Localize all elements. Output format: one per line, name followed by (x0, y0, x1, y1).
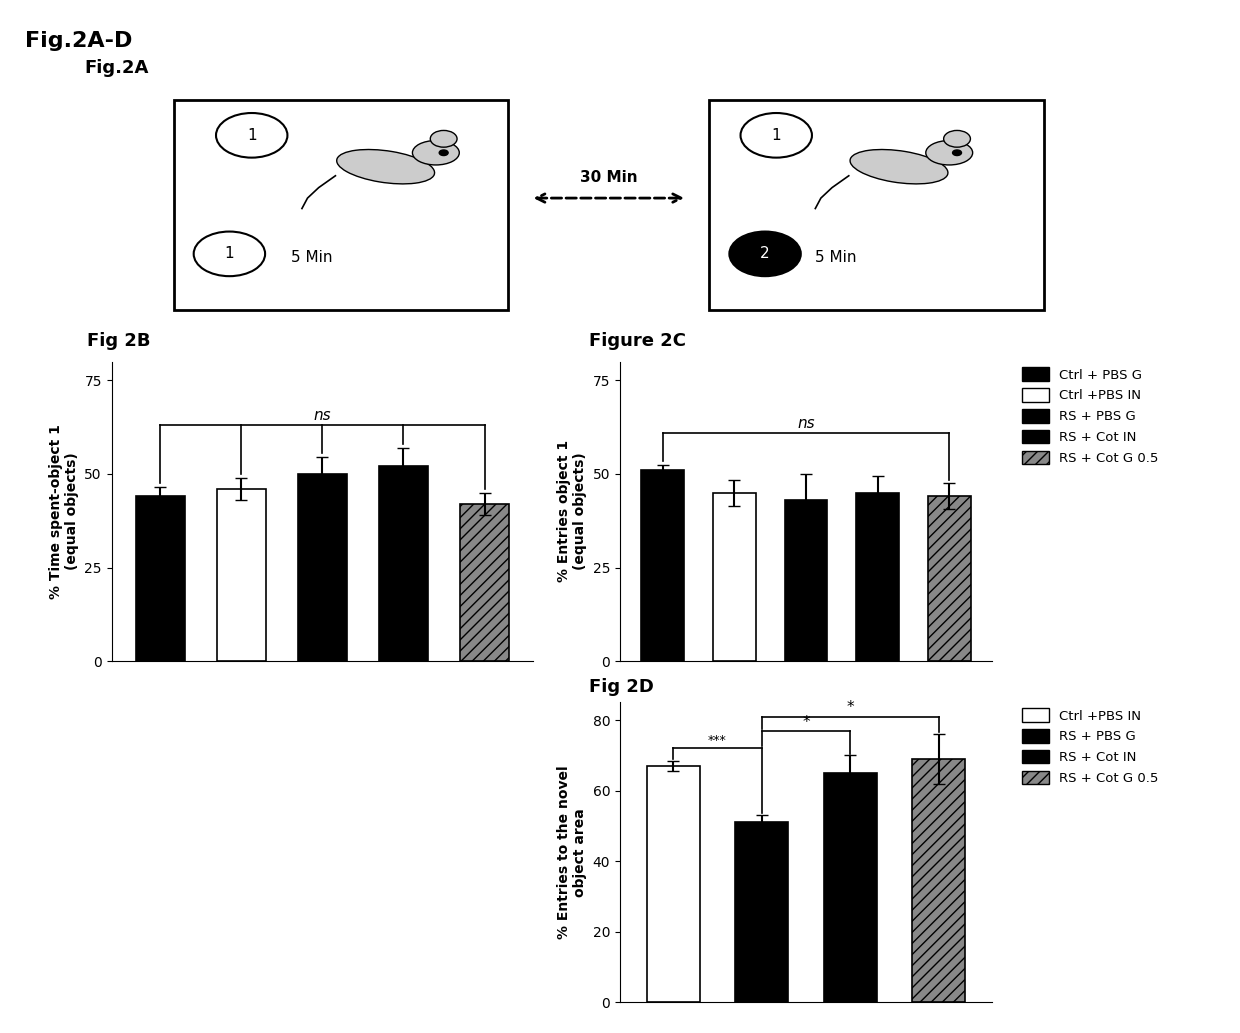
Y-axis label: % Time spent-object 1
(equal objects): % Time spent-object 1 (equal objects) (48, 424, 79, 599)
Text: Fig.2A-D: Fig.2A-D (25, 31, 133, 51)
Bar (646, 765, 699, 1002)
Y-axis label: % Entries to the novel
object area: % Entries to the novel object area (557, 765, 587, 939)
Circle shape (952, 150, 961, 156)
Bar (785, 500, 827, 661)
Text: ns: ns (314, 408, 331, 424)
Text: 5 Min: 5 Min (816, 250, 857, 264)
Bar (641, 470, 684, 661)
Legend: Ctrl +PBS IN, RS + PBS G, RS + Cot IN, RS + Cot G 0.5: Ctrl +PBS IN, RS + PBS G, RS + Cot IN, R… (1017, 703, 1164, 790)
Legend: Ctrl + PBS G, Ctrl +PBS IN, RS + PBS G, RS + Cot IN, RS + Cot G 0.5: Ctrl + PBS G, Ctrl +PBS IN, RS + PBS G, … (1017, 363, 1164, 470)
FancyArrowPatch shape (537, 194, 681, 202)
Text: 1: 1 (247, 128, 257, 143)
Circle shape (729, 231, 801, 276)
Bar (217, 489, 265, 661)
Bar (174, 100, 508, 310)
Circle shape (430, 130, 458, 147)
Circle shape (439, 150, 448, 156)
Bar (913, 759, 966, 1002)
Circle shape (944, 130, 971, 147)
Bar (928, 497, 971, 661)
Text: 1: 1 (224, 246, 234, 261)
Bar (136, 497, 185, 661)
Bar (298, 474, 347, 661)
Bar (709, 100, 1044, 310)
Ellipse shape (337, 150, 434, 184)
Text: ns: ns (797, 416, 815, 431)
Text: Fig 2D: Fig 2D (589, 678, 653, 696)
Text: Fig 2B: Fig 2B (87, 332, 150, 350)
Bar (735, 822, 789, 1002)
Text: ***: *** (708, 734, 727, 747)
Ellipse shape (413, 140, 459, 165)
Text: 2: 2 (760, 246, 770, 261)
Bar (823, 773, 877, 1002)
Text: *: * (802, 715, 810, 729)
Text: 1: 1 (771, 128, 781, 143)
Text: 5 Min: 5 Min (290, 250, 332, 264)
Y-axis label: % Entries object 1
(equal objects): % Entries object 1 (equal objects) (557, 440, 588, 583)
Text: *: * (847, 700, 854, 716)
Ellipse shape (851, 150, 947, 184)
Bar (713, 493, 756, 661)
Bar (460, 504, 508, 661)
Bar (856, 493, 899, 661)
Ellipse shape (926, 140, 972, 165)
Text: 30 Min: 30 Min (580, 169, 637, 185)
Text: Fig.2A: Fig.2A (84, 59, 149, 76)
Bar (379, 467, 428, 661)
Text: Figure 2C: Figure 2C (589, 332, 686, 350)
